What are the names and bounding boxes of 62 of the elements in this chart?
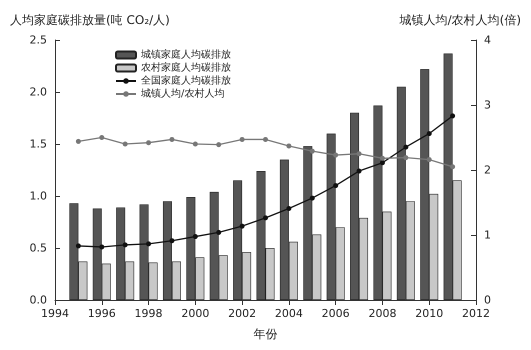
point [192,234,198,240]
x-tick-label: 1996 [88,307,116,320]
y2-tick-label: 0 [484,294,491,306]
point [169,238,174,244]
point [146,140,152,146]
x-tick-label: 2008 [368,307,396,320]
y2-tick-label: 4 [484,34,491,46]
x-tick-label: 1998 [134,307,163,320]
y2-axis-title: 城镇人均/农村人均(倍) [398,13,521,27]
point [310,148,315,154]
point [240,136,245,142]
point [263,136,268,142]
y2-tick-label: 1 [484,228,491,242]
y-tick-label: 0.0 [30,294,47,306]
point [356,151,362,156]
y2-tick-label: 3 [484,98,491,112]
y-tick-label: 0.5 [30,242,47,254]
point [380,156,385,161]
x-axis-title: 年份 [254,327,278,341]
point [122,142,128,146]
x-tick-label: 2010 [415,307,444,320]
y-tick-label: 1.0 [30,190,47,202]
x-tick-label: 1994 [41,307,69,320]
point [450,164,456,170]
point [76,243,81,248]
point [76,138,81,144]
x-tick-label: 2004 [274,307,303,320]
point [403,144,408,150]
point [216,230,222,235]
point [426,131,432,136]
point [333,152,338,158]
point [286,143,292,148]
point [333,183,338,188]
point [403,155,408,160]
legend-label: 农村家庭人均碳排放 [141,62,231,74]
point [122,242,128,248]
point [240,224,245,229]
y-tick-label: 1.5 [30,138,47,150]
point [169,136,174,142]
point [216,142,222,148]
legend-label: 城镇人均/农村人均 [140,88,224,100]
legend-label: 城镇家庭人均碳排放 [140,48,231,60]
point [310,196,315,201]
point [450,113,456,118]
point [99,244,104,250]
point [380,160,385,166]
point [192,142,198,146]
x-tick-label: 2006 [322,307,350,320]
x-tick-label: 2002 [228,307,256,320]
point [99,135,104,140]
point [286,206,292,211]
y-axis-title: 人均家庭碳排放量(吨 CO₂/人) [10,13,170,27]
point [426,157,432,162]
x-tick-label: 2012 [462,307,490,320]
point [263,215,268,220]
point [356,168,362,174]
y-tick-label: 2.0 [30,86,47,98]
legend-label: 全国家庭人均碳排放 [141,74,231,86]
point [146,241,152,246]
y2-tick-label: 2 [484,164,491,176]
x-tick-label: 2000 [181,307,210,320]
y-tick-label: 2.5 [30,34,47,46]
